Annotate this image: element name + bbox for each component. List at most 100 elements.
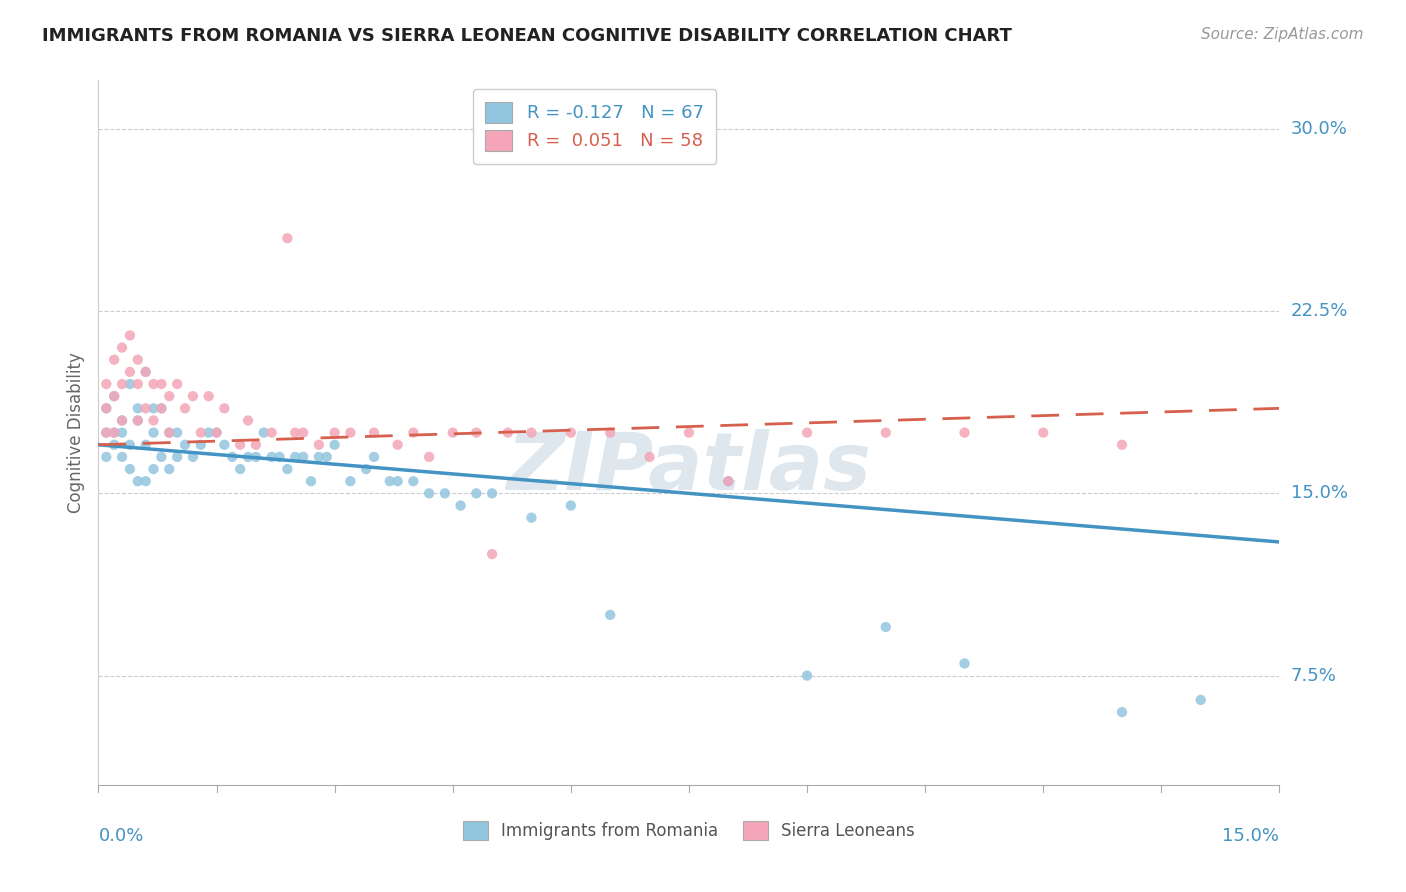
Point bbox=[214, 401, 236, 416]
Point bbox=[127, 377, 149, 392]
Point bbox=[118, 365, 141, 379]
Point bbox=[339, 474, 361, 488]
Point bbox=[157, 425, 180, 440]
Point bbox=[205, 425, 228, 440]
Point bbox=[190, 438, 212, 452]
Point bbox=[796, 668, 818, 682]
Point bbox=[127, 413, 149, 427]
Point bbox=[103, 389, 125, 403]
Point bbox=[284, 425, 307, 440]
Point bbox=[150, 377, 173, 392]
Point bbox=[418, 486, 440, 500]
Point bbox=[127, 352, 149, 367]
Point bbox=[678, 425, 700, 440]
Point bbox=[166, 425, 188, 440]
Point bbox=[465, 425, 488, 440]
Point bbox=[103, 352, 125, 367]
Point bbox=[433, 486, 456, 500]
Point bbox=[465, 486, 488, 500]
Point bbox=[1111, 705, 1133, 719]
Point bbox=[157, 425, 180, 440]
Point bbox=[339, 425, 361, 440]
Text: IMMIGRANTS FROM ROMANIA VS SIERRA LEONEAN COGNITIVE DISABILITY CORRELATION CHART: IMMIGRANTS FROM ROMANIA VS SIERRA LEONEA… bbox=[42, 27, 1012, 45]
Point bbox=[166, 377, 188, 392]
Legend: Immigrants from Romania, Sierra Leoneans: Immigrants from Romania, Sierra Leoneans bbox=[456, 814, 922, 847]
Point bbox=[197, 389, 219, 403]
Point bbox=[441, 425, 464, 440]
Text: 15.0%: 15.0% bbox=[1222, 827, 1279, 846]
Point bbox=[142, 462, 165, 476]
Point bbox=[276, 462, 298, 476]
Point bbox=[599, 607, 621, 622]
Point bbox=[181, 450, 204, 464]
Point bbox=[953, 657, 976, 671]
Point bbox=[520, 510, 543, 524]
Point bbox=[111, 377, 134, 392]
Point bbox=[387, 474, 409, 488]
Text: 30.0%: 30.0% bbox=[1291, 120, 1347, 138]
Point bbox=[135, 365, 157, 379]
Point bbox=[378, 474, 401, 488]
Point bbox=[181, 389, 204, 403]
Point bbox=[1111, 438, 1133, 452]
Point bbox=[638, 450, 661, 464]
Point bbox=[103, 425, 125, 440]
Point bbox=[363, 450, 385, 464]
Point bbox=[103, 438, 125, 452]
Point bbox=[118, 438, 141, 452]
Point bbox=[135, 438, 157, 452]
Point bbox=[205, 425, 228, 440]
Point bbox=[111, 450, 134, 464]
Point bbox=[135, 474, 157, 488]
Point bbox=[111, 341, 134, 355]
Point bbox=[1032, 425, 1054, 440]
Point bbox=[135, 401, 157, 416]
Point bbox=[520, 425, 543, 440]
Text: 22.5%: 22.5% bbox=[1291, 302, 1348, 320]
Point bbox=[229, 462, 252, 476]
Point bbox=[560, 499, 582, 513]
Point bbox=[245, 438, 267, 452]
Point bbox=[402, 425, 425, 440]
Point bbox=[236, 413, 259, 427]
Point bbox=[118, 377, 141, 392]
Point bbox=[127, 413, 149, 427]
Point bbox=[292, 450, 315, 464]
Point bbox=[127, 401, 149, 416]
Point bbox=[214, 438, 236, 452]
Text: ZIPatlas: ZIPatlas bbox=[506, 429, 872, 507]
Point bbox=[150, 401, 173, 416]
Point bbox=[323, 425, 346, 440]
Point bbox=[269, 450, 291, 464]
Point bbox=[260, 425, 283, 440]
Text: 0.0%: 0.0% bbox=[98, 827, 143, 846]
Point bbox=[875, 425, 897, 440]
Point bbox=[236, 450, 259, 464]
Point bbox=[221, 450, 243, 464]
Point bbox=[299, 474, 322, 488]
Point bbox=[418, 450, 440, 464]
Y-axis label: Cognitive Disability: Cognitive Disability bbox=[66, 352, 84, 513]
Point bbox=[96, 401, 118, 416]
Point bbox=[496, 425, 519, 440]
Point bbox=[260, 450, 283, 464]
Point bbox=[481, 486, 503, 500]
Point bbox=[599, 425, 621, 440]
Point bbox=[717, 474, 740, 488]
Point bbox=[157, 389, 180, 403]
Point bbox=[150, 450, 173, 464]
Point bbox=[96, 425, 118, 440]
Point bbox=[315, 450, 337, 464]
Point bbox=[118, 462, 141, 476]
Point bbox=[717, 474, 740, 488]
Text: 15.0%: 15.0% bbox=[1291, 484, 1347, 502]
Point bbox=[1189, 693, 1212, 707]
Point bbox=[308, 450, 330, 464]
Point bbox=[323, 438, 346, 452]
Point bbox=[560, 425, 582, 440]
Point bbox=[229, 438, 252, 452]
Point bbox=[111, 425, 134, 440]
Point bbox=[111, 413, 134, 427]
Point bbox=[481, 547, 503, 561]
Point bbox=[127, 474, 149, 488]
